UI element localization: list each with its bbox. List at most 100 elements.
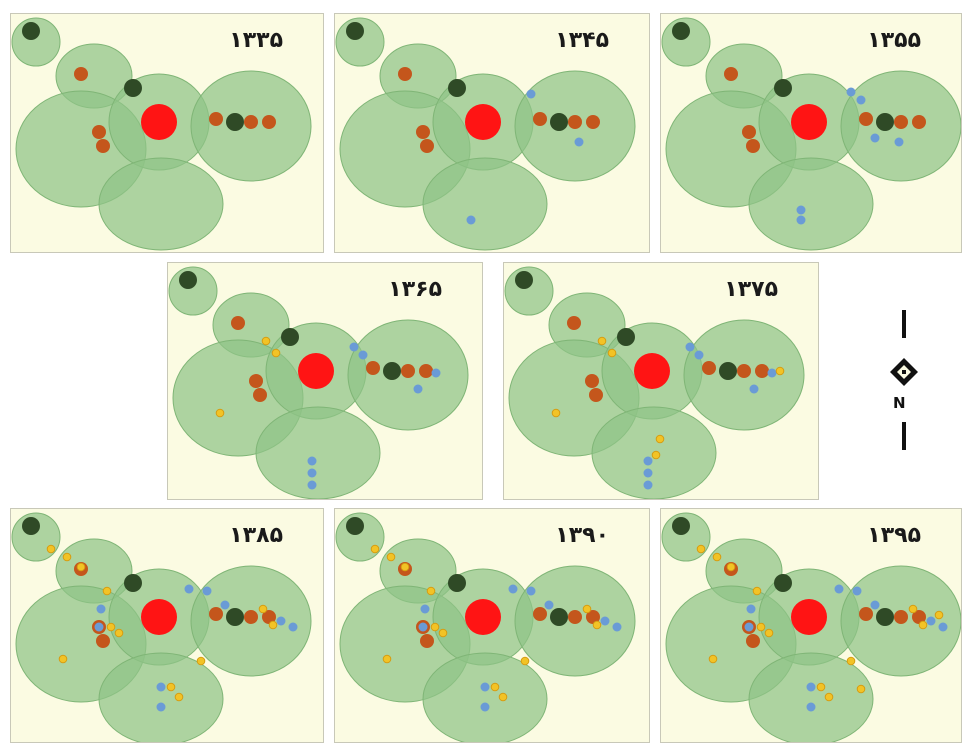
brown-node — [859, 607, 873, 621]
city-core — [141, 599, 177, 635]
year-label: ۱۳۸۵ — [229, 523, 283, 548]
yellow-node — [400, 562, 410, 572]
urban-zone — [98, 157, 224, 251]
map-panel-8: ۱۳۹۵ — [660, 508, 962, 743]
yellow-node — [106, 622, 116, 632]
brown-node — [912, 115, 926, 129]
brown-node — [585, 374, 599, 388]
yellow-node — [824, 692, 834, 702]
dark-green-node — [124, 79, 142, 97]
city-core — [634, 353, 670, 389]
brown-node — [533, 607, 547, 621]
brown-node — [96, 139, 110, 153]
brown-node — [249, 374, 263, 388]
yellow-node — [846, 656, 856, 666]
blue-node — [806, 682, 816, 692]
city-core — [465, 599, 501, 635]
blue-node — [856, 95, 866, 105]
yellow-node — [490, 682, 500, 692]
dark-green-node — [383, 362, 401, 380]
yellow-node — [551, 408, 561, 418]
blue-node — [276, 616, 286, 626]
brown-node — [586, 610, 600, 624]
dark-green-node — [515, 271, 533, 289]
blue-node — [526, 89, 536, 99]
yellow-node — [520, 656, 530, 666]
map-panel-6: ۱۳۸۵ — [10, 508, 324, 743]
yellow-node — [592, 620, 602, 630]
brown-node — [401, 364, 415, 378]
brown-node — [702, 361, 716, 375]
blue-node — [749, 384, 759, 394]
brown-node — [724, 67, 738, 81]
dark-green-node — [774, 79, 792, 97]
yellow-node — [174, 692, 184, 702]
yellow-node — [651, 450, 661, 460]
yellow-node — [271, 348, 281, 358]
blue-node — [834, 584, 844, 594]
yellow-node — [166, 682, 176, 692]
blue-node — [466, 215, 476, 225]
yellow-node — [655, 434, 665, 444]
blue-node — [220, 600, 230, 610]
brown-node — [96, 634, 110, 648]
city-core — [791, 104, 827, 140]
blue-node — [544, 600, 554, 610]
blue-node — [870, 600, 880, 610]
blue-node — [526, 586, 536, 596]
yellow-node — [76, 562, 86, 572]
brown-node — [912, 610, 926, 624]
yellow-node — [918, 620, 928, 630]
map-panel-1: ۱۳۳۵ — [10, 13, 324, 253]
year-label: ۱۳۵۵ — [867, 28, 921, 53]
urban-zone — [98, 652, 224, 742]
north-label: N — [893, 394, 906, 412]
yellow-node — [582, 604, 592, 614]
brown-node — [859, 112, 873, 126]
blue-node — [480, 682, 490, 692]
blue-node — [96, 604, 106, 614]
blue-node — [746, 604, 756, 614]
blue-node — [574, 137, 584, 147]
dark-green-node — [448, 574, 466, 592]
yellow-node — [908, 604, 918, 614]
blue-node — [796, 215, 806, 225]
yellow-node — [102, 586, 112, 596]
yellow-node — [215, 408, 225, 418]
map-panel-4: ۱۳۶۵ — [167, 262, 483, 500]
blue-node — [926, 616, 936, 626]
yellow-node — [62, 552, 72, 562]
dark-green-node — [124, 574, 142, 592]
brown-node — [253, 388, 267, 402]
dark-green-node — [550, 608, 568, 626]
blue-node — [508, 584, 518, 594]
yellow-node — [712, 552, 722, 562]
dark-green-node — [876, 113, 894, 131]
yellow-node — [816, 682, 826, 692]
blue-node — [418, 622, 428, 632]
map-panel-5: ۱۳۷۵ — [503, 262, 819, 500]
map-panel-3: ۱۳۵۵ — [660, 13, 962, 253]
blue-node — [643, 480, 653, 490]
dark-green-node — [226, 113, 244, 131]
yellow-node — [46, 544, 56, 554]
year-label: ۱۳۷۵ — [724, 277, 778, 302]
blue-node — [413, 384, 423, 394]
blue-node — [156, 702, 166, 712]
yellow-node — [430, 622, 440, 632]
blue-node — [796, 205, 806, 215]
brown-node — [420, 634, 434, 648]
dark-green-node — [774, 574, 792, 592]
dark-green-node — [448, 79, 466, 97]
blue-node — [600, 616, 610, 626]
urban-zone — [422, 157, 548, 251]
map-canvas — [168, 266, 469, 499]
dark-green-node — [346, 22, 364, 40]
brown-node — [586, 115, 600, 129]
yellow-node — [386, 552, 396, 562]
blue-node — [643, 468, 653, 478]
brown-node — [894, 610, 908, 624]
brown-node — [567, 316, 581, 330]
yellow-node — [764, 628, 774, 638]
city-core — [141, 104, 177, 140]
